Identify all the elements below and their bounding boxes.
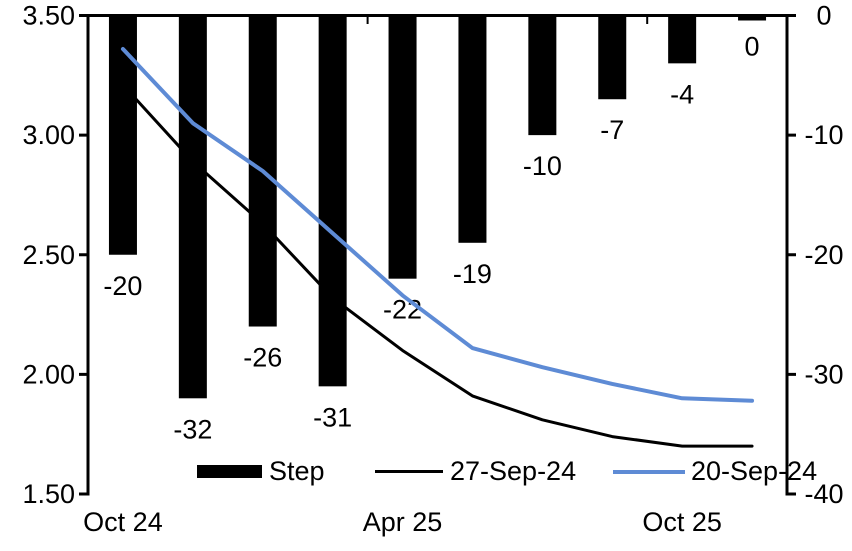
x-axis-label: Oct 25	[642, 507, 722, 537]
step-bar	[528, 14, 557, 136]
legend-item-27-sep-24: 27-Sep-24	[375, 458, 576, 485]
bar-value-label: -7	[600, 115, 624, 145]
line-20-sep-24	[120, 46, 755, 403]
step-bar	[598, 14, 627, 100]
bar-value-label: -26	[243, 343, 282, 373]
legend-label-27-sep-24: 27-Sep-24	[450, 456, 577, 486]
bar-value-label: -32	[173, 414, 212, 444]
right-axis-tick-label: 0	[816, 1, 831, 31]
step-bar	[318, 14, 347, 387]
step-bar	[668, 14, 697, 64]
step-bar	[178, 14, 207, 399]
step-bar	[108, 14, 137, 255]
left-axis-tick-label: 1.50	[22, 479, 75, 509]
left-axis-tick-label: 2.50	[22, 240, 75, 270]
bar-value-label: -20	[103, 271, 142, 301]
legend-swatch-20-sep-line	[613, 469, 685, 474]
right-axis-tick-label: -10	[804, 120, 843, 150]
legend-item-20-sep-24: 20-Sep-24	[613, 458, 817, 485]
bar-value-label: -22	[383, 295, 422, 325]
x-axis-label: Oct 24	[83, 507, 163, 537]
right-axis-tick-label: -30	[804, 359, 843, 389]
right-axis-tick-label: -40	[804, 479, 843, 509]
left-axis-tick-label: 3.50	[22, 1, 75, 31]
line-27-sep-24	[121, 83, 754, 448]
right-axis-tick-label: -20	[804, 240, 843, 270]
bar-value-label: 0	[745, 32, 760, 62]
bar-value-label: -31	[313, 402, 352, 432]
legend-label-step: Step	[269, 456, 325, 486]
bar-value-label: -19	[453, 259, 492, 289]
x-axis-label: Apr 25	[363, 507, 443, 537]
legend-swatch-27-sep-line	[375, 470, 443, 473]
legend-label-20-sep-24: 20-Sep-24	[691, 456, 818, 486]
step-bar	[458, 14, 487, 243]
left-axis-tick-label: 2.00	[22, 359, 75, 389]
legend-item-step: Step	[197, 458, 325, 485]
step-bar	[388, 14, 417, 279]
left-axis-tick-label: 3.00	[22, 120, 75, 150]
legend-swatch-step-bar	[197, 465, 262, 478]
bar-value-label: -10	[523, 151, 562, 181]
step-bar	[738, 14, 767, 21]
bar-value-label: -4	[670, 79, 694, 109]
